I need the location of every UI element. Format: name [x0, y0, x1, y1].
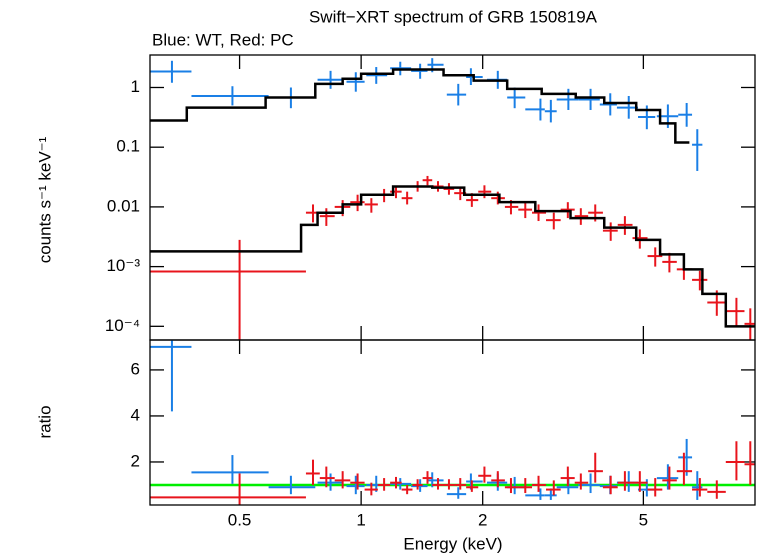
x-tick-label: 0.5: [228, 510, 252, 529]
chart-subtitle: Blue: WT, Red: PC: [152, 30, 294, 49]
y-tick-label: 10⁻³: [106, 256, 140, 275]
y-tick-label: 4: [131, 405, 140, 424]
x-tick-label: 2: [478, 510, 487, 529]
model-step: [150, 68, 690, 144]
y-axis-label: ratio: [35, 405, 54, 438]
y-tick-label: 0.1: [116, 137, 140, 156]
chart-title: Swift−XRT spectrum of GRB 150819A: [309, 7, 598, 26]
y-tick-label: 1: [131, 77, 140, 96]
x-tick-label: 1: [356, 510, 365, 529]
plot-frame: [149, 54, 756, 341]
y-tick-label: 10⁻⁴: [105, 316, 140, 335]
x-tick-label: 5: [639, 510, 648, 529]
x-axis-label: Energy (keV): [403, 534, 502, 553]
y-tick-label: 2: [131, 451, 140, 470]
plot-frame: [149, 339, 756, 506]
y-tick-label: 0.01: [107, 196, 140, 215]
y-tick-label: 6: [131, 359, 140, 378]
model-step: [150, 185, 755, 328]
y-axis-label: counts s⁻¹ keV⁻¹: [35, 136, 54, 263]
